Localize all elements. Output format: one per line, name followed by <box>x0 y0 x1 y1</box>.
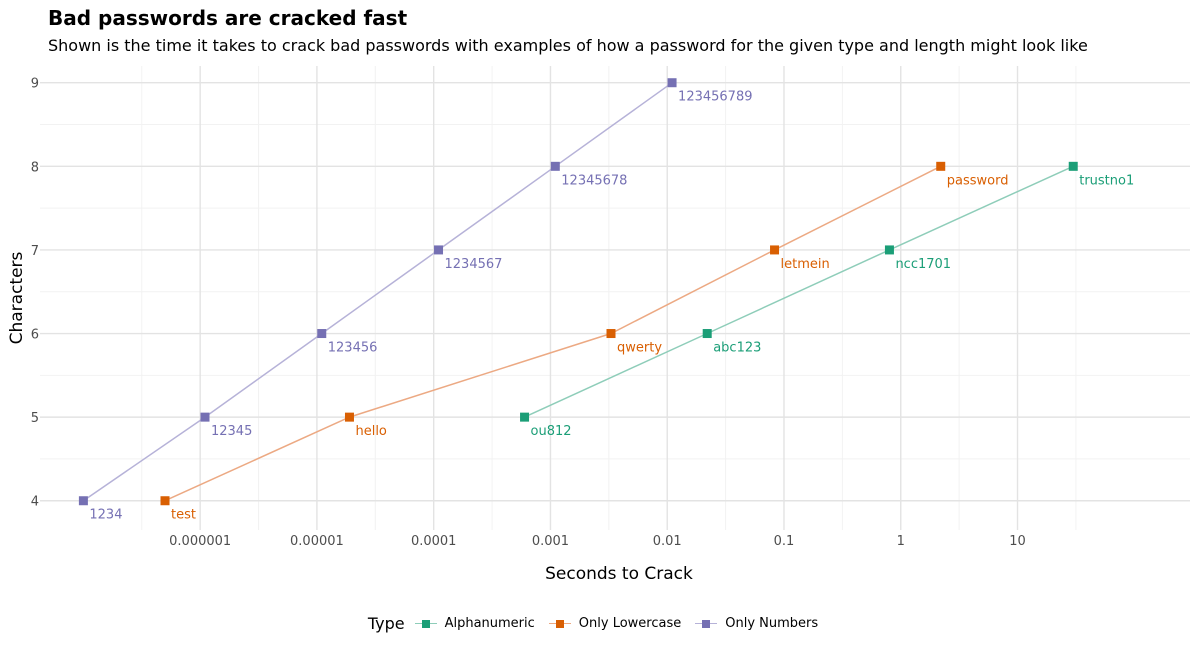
data-point <box>160 496 170 506</box>
point-label: password <box>947 173 1009 188</box>
y-tick-label: 4 <box>31 495 39 510</box>
x-tick-label: 0.0001 <box>411 534 457 549</box>
data-point <box>200 412 210 422</box>
point-label: ou812 <box>531 424 572 439</box>
data-point <box>936 161 946 171</box>
y-tick-label: 8 <box>31 160 39 175</box>
legend-label: Only Lowercase <box>578 616 682 631</box>
data-point <box>520 412 530 422</box>
data-point <box>317 329 327 339</box>
data-point <box>702 329 712 339</box>
point-label: test <box>171 508 196 523</box>
point-label: 123456 <box>328 341 378 356</box>
legend-key <box>695 617 718 631</box>
legend-title: Type <box>367 614 405 633</box>
series-line <box>82 82 673 502</box>
legend-label: Only Numbers <box>725 616 819 631</box>
point-label: qwerty <box>617 341 662 356</box>
point-label: 12345678 <box>561 173 627 188</box>
x-tick-label: 1 <box>897 534 905 549</box>
chart-subtitle: Shown is the time it takes to crack bad … <box>48 36 1088 55</box>
x-tick-label: 10 <box>1009 534 1026 549</box>
data-point <box>606 329 616 339</box>
y-tick-label: 6 <box>31 328 39 343</box>
legend-item: Only Numbers <box>695 616 818 631</box>
point-label: 123456789 <box>678 90 752 105</box>
x-tick-label: 0.01 <box>653 534 682 549</box>
y-axis-title: Characters <box>7 251 27 344</box>
point-label: trustno1 <box>1079 173 1134 188</box>
series-line <box>524 165 1074 418</box>
point-label: 12345 <box>211 424 252 439</box>
legend-key <box>414 617 437 631</box>
point-label: ncc1701 <box>895 257 951 272</box>
chart-title: Bad passwords are cracked fast <box>48 6 408 30</box>
legend-item: Alphanumeric <box>414 616 535 631</box>
x-tick-label: 0.001 <box>532 534 569 549</box>
legend-item: Only Lowercase <box>548 616 682 631</box>
point-label: letmein <box>781 257 830 272</box>
point-label: abc123 <box>713 341 761 356</box>
point-label: 1234 <box>89 508 122 523</box>
point-label: hello <box>355 424 386 439</box>
x-tick-label: 0.000001 <box>169 534 231 549</box>
data-point <box>78 496 88 506</box>
x-axis-title: Seconds to Crack <box>545 564 693 584</box>
x-tick-label: 0.1 <box>774 534 795 549</box>
legend-key <box>548 617 571 631</box>
data-point <box>667 78 677 88</box>
data-point <box>550 161 560 171</box>
data-point <box>434 245 444 255</box>
y-tick-label: 7 <box>31 244 39 259</box>
point-label: 1234567 <box>445 257 503 272</box>
y-tick-label: 9 <box>31 77 39 92</box>
y-tick-label: 5 <box>31 411 39 426</box>
x-tick-label: 0.00001 <box>290 534 344 549</box>
data-point <box>884 245 894 255</box>
legend: Type Alphanumeric Only Lowercase Only Numb… <box>0 614 1200 633</box>
data-point <box>1068 161 1078 171</box>
legend-label: Alphanumeric <box>444 616 535 631</box>
data-point <box>344 412 354 422</box>
data-point <box>770 245 780 255</box>
